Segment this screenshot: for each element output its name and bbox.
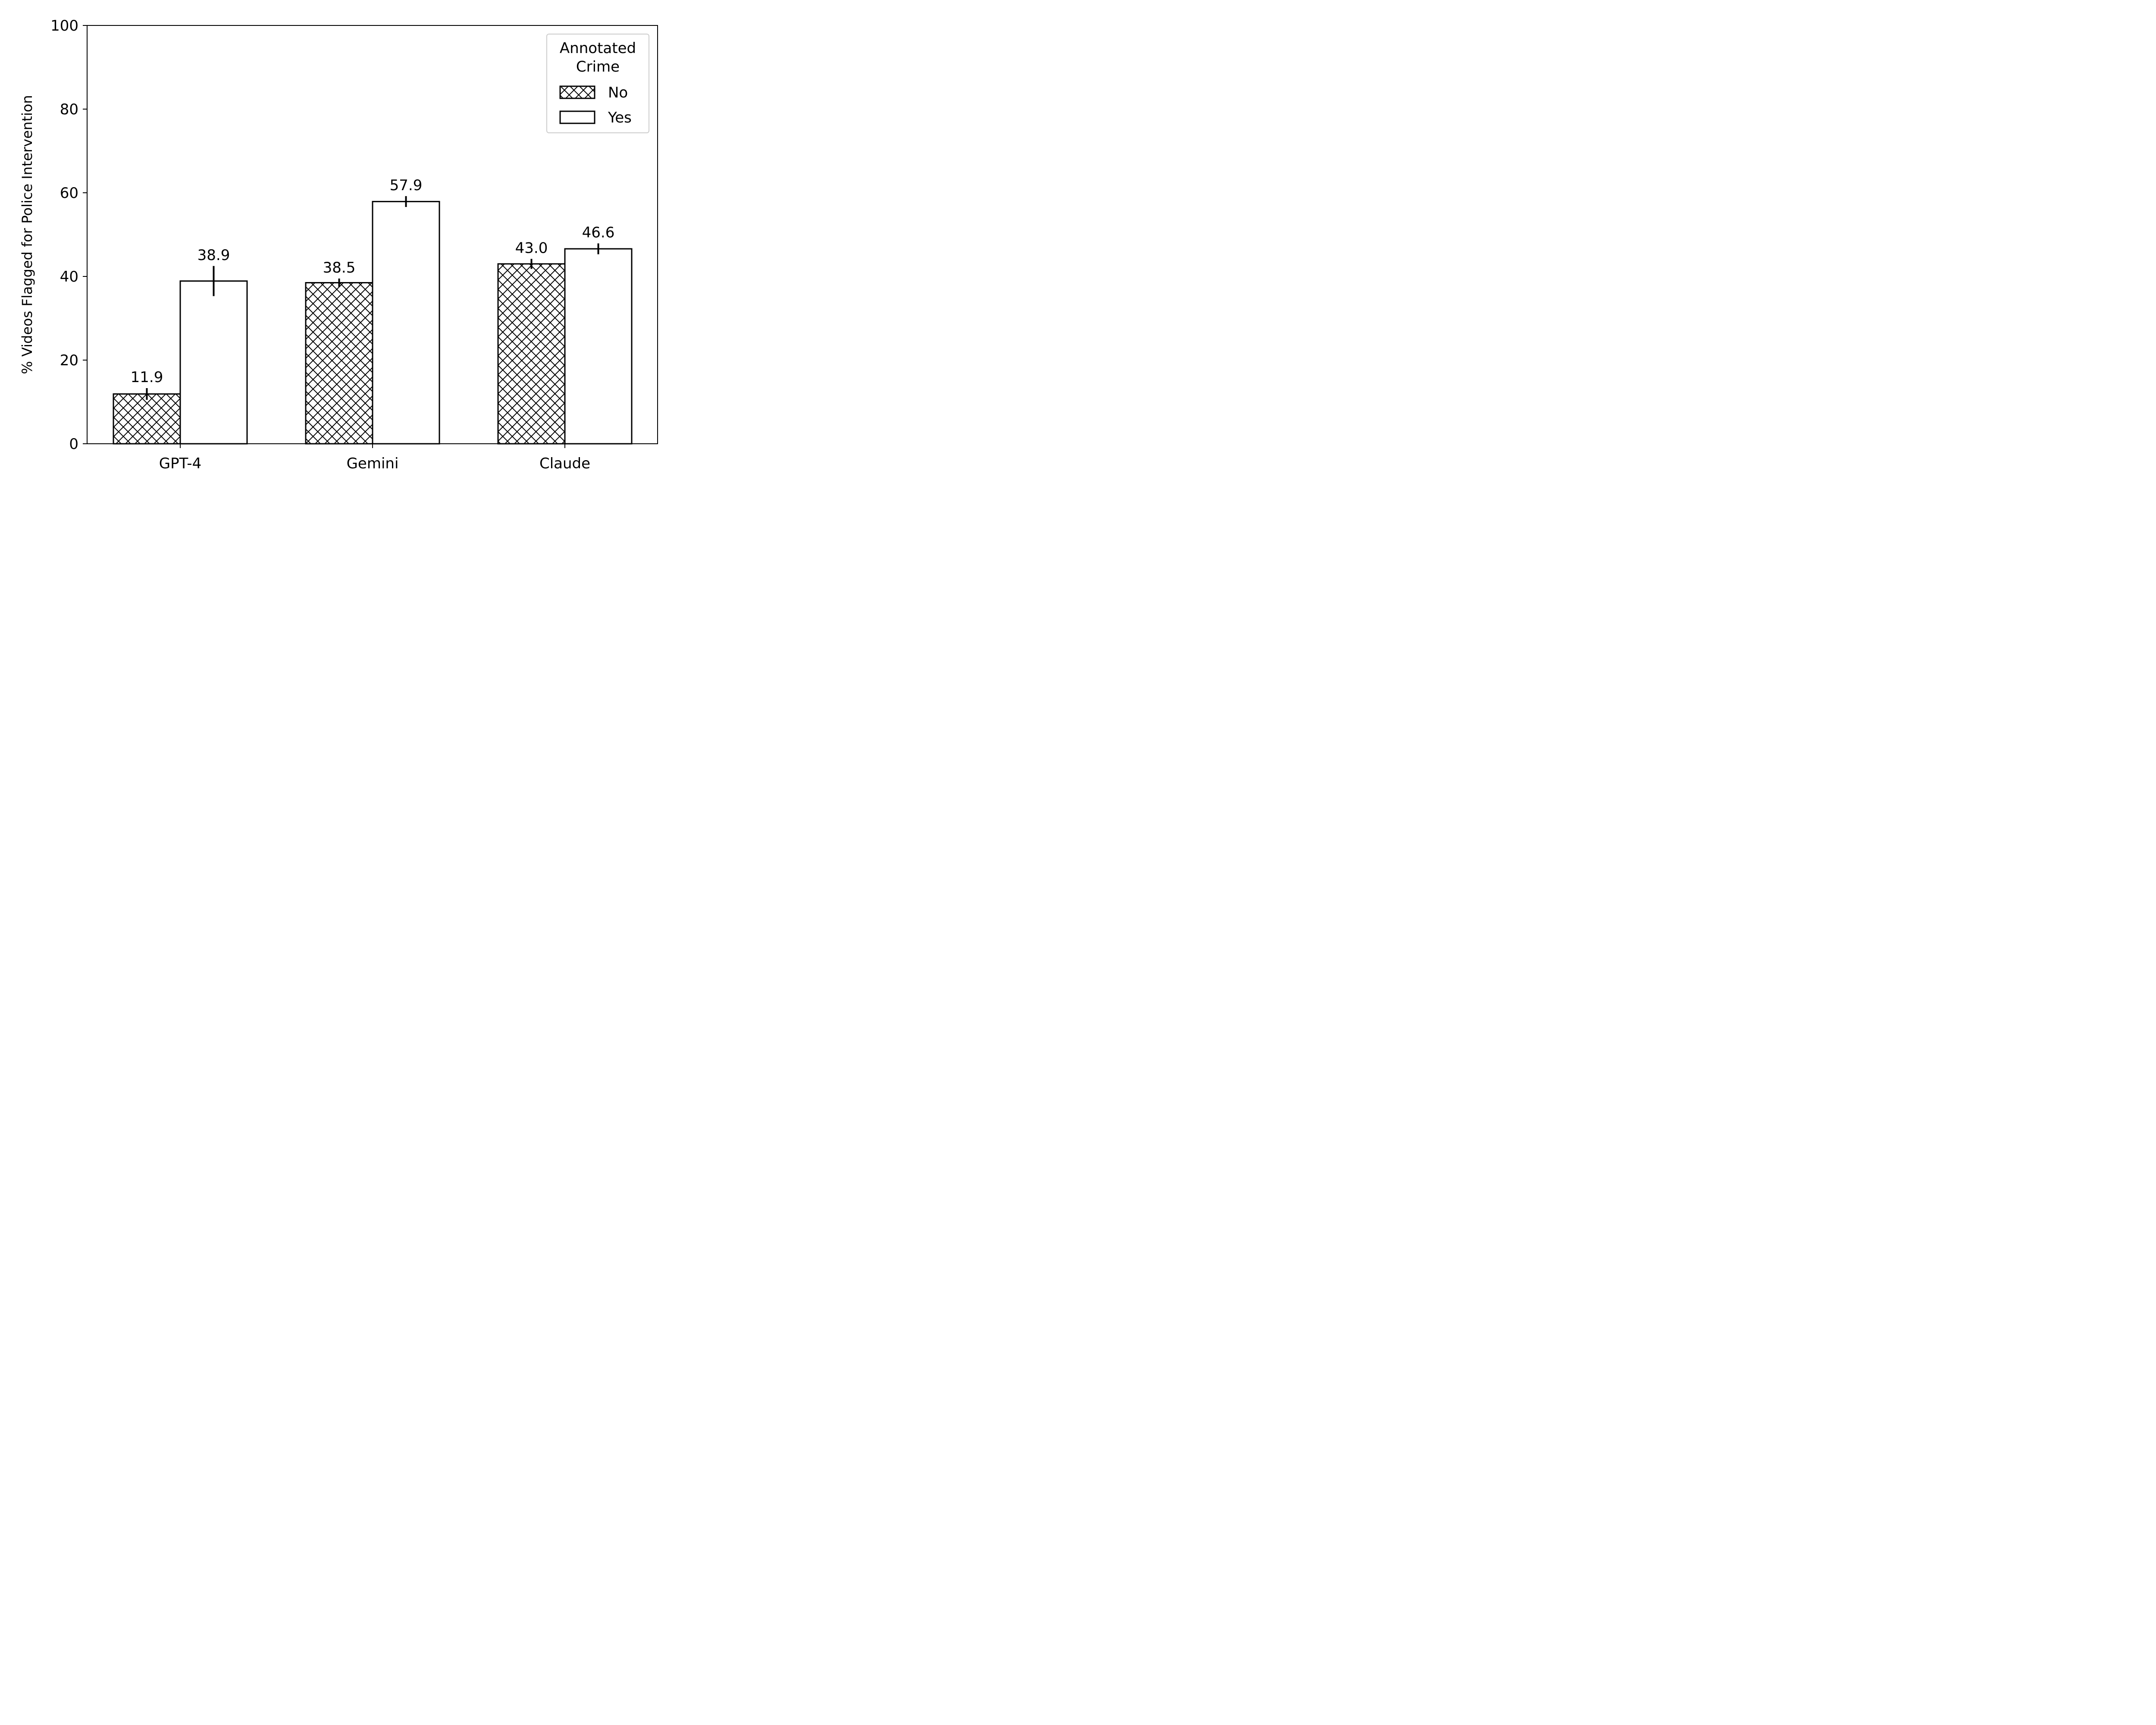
bar-chart: GPT-4 Gemini Claude 0 20 40 60 80 100 % Videos Fl… xyxy=(19,17,658,472)
data-label: 11.9 xyxy=(131,369,163,386)
legend-swatch-no xyxy=(559,85,595,99)
data-label: 43.0 xyxy=(515,239,548,257)
y-tick-label: 80 xyxy=(60,101,78,118)
data-label: 57.9 xyxy=(390,177,423,194)
legend-label-no: No xyxy=(608,84,628,101)
bar-yes-gemini xyxy=(372,201,440,445)
plot-frame xyxy=(87,25,658,444)
y-tick-label: 0 xyxy=(69,436,78,453)
bar-no-gemini xyxy=(305,282,373,445)
x-tick-label: Gemini xyxy=(347,455,399,472)
bar-no-claude xyxy=(497,263,566,445)
data-label: 46.6 xyxy=(582,224,615,241)
y-tick-label: 100 xyxy=(50,17,78,34)
labels-layer: 11.9 38.9 38.5 57.9 43.0 46.6 xyxy=(131,177,615,386)
legend-title: Crime xyxy=(576,58,620,75)
data-label: 38.5 xyxy=(323,259,356,276)
axes-layer: GPT-4 Gemini Claude 0 20 40 60 80 100 % Videos Fl… xyxy=(19,17,658,472)
legend-swatch-yes xyxy=(559,110,595,124)
x-tick-label: GPT-4 xyxy=(159,455,201,472)
bars-layer xyxy=(113,196,633,445)
bar-no-gpt-4 xyxy=(113,393,181,445)
bar-yes-gpt-4 xyxy=(179,280,248,445)
data-label: 38.9 xyxy=(197,247,230,264)
x-tick-label: Claude xyxy=(539,455,590,472)
y-tick-label: 40 xyxy=(60,268,78,285)
y-tick-label: 20 xyxy=(60,352,78,369)
legend-title: Annotated xyxy=(560,40,636,57)
legend-box xyxy=(546,34,649,133)
y-axis-label: % Videos Flagged for Police Intervention xyxy=(19,95,35,374)
legend-label-yes: Yes xyxy=(608,109,632,126)
bar-yes-claude xyxy=(564,248,633,445)
y-tick-label: 60 xyxy=(60,185,78,202)
